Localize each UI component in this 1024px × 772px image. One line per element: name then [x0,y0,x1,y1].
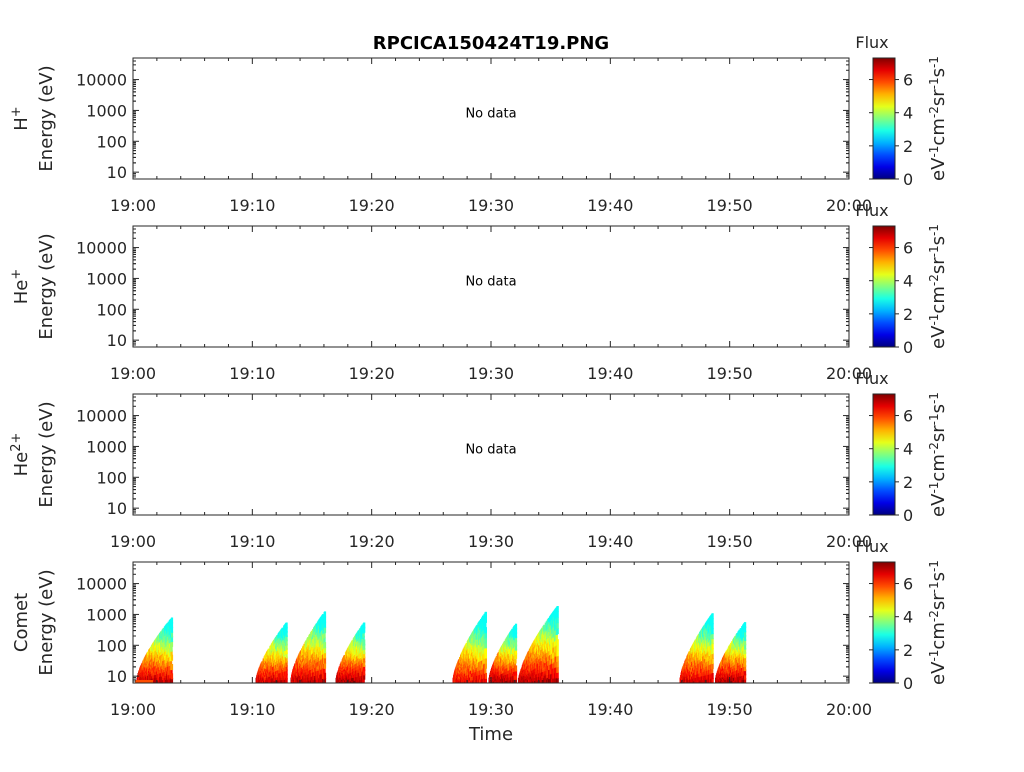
y-tick-label: 10 [107,163,127,182]
no-data-label: No data [465,107,516,122]
y-axis-energy-label: Energy (eV) [36,401,57,507]
y-tick-label: 10 [107,331,127,350]
flux-cell [485,673,487,679]
colorbar-2: Flux 0 2 4 6 eV-1cm-2sr-1s-1 [855,201,949,357]
x-tick-label: 19:20 [349,532,395,551]
colorbar-gradient [873,58,895,179]
flux-cell [171,664,173,670]
y-tick-label: 1000 [86,269,127,288]
panel-2: He+Energy (eV) No data 10 100 1000 10000 19:00… [9,226,873,383]
x-axis-label: Time [468,724,513,745]
x-tick-label: 19:10 [229,532,275,551]
colorbar-tick-label: 0 [903,506,913,525]
x-tick-label: 19:00 [110,364,156,383]
flux-cell [324,642,326,648]
y-tick-label: 1000 [86,101,127,120]
x-tick-label: 19:40 [587,532,633,551]
colorbar-3: Flux 0 2 4 6 eV-1cm-2sr-1s-1 [855,369,949,525]
flux-cell [324,617,326,623]
colorbar-tick-label: 6 [903,239,913,258]
x-tick-label: 19:40 [587,364,633,383]
x-tick-label: 19:30 [468,196,514,215]
flux-cell [363,640,365,646]
colorbar-tick-label: 2 [903,305,913,324]
flux-cell [485,637,487,643]
y-axis-species-label: Comet [11,593,32,652]
y-axis-energy-label: Energy (eV) [36,233,57,339]
flux-cell [324,611,326,617]
x-tick-label: 19:50 [707,364,753,383]
y-axis-species-label: He+ [9,269,33,305]
colorbar-unit-label: eV-1cm-2sr-1s-1 [927,56,949,181]
panel-3: He2+Energy (eV) No data 10 100 1000 10000 19:0… [9,394,873,551]
x-tick-label: 19:50 [707,196,753,215]
colorbar-title: Flux [855,33,888,52]
flux-cell [324,647,326,653]
flux-cell [324,622,326,628]
flux-cell [485,612,487,618]
y-tick-label: 10000 [76,239,127,258]
x-tick-label: 19:20 [349,196,395,215]
flux-cell [485,617,487,623]
colorbar-gradient [873,226,895,347]
panel-1: H+Energy (eV) No data 10 100 1000 10000 19:00 1… [9,58,873,215]
colorbar-tick-label: 4 [903,272,913,291]
colorbar-tick-label: 4 [903,440,913,459]
y-axis-species-label: He2+ [9,433,33,477]
x-tick-label: 19:10 [229,364,275,383]
colorbar-title: Flux [855,201,888,220]
y-tick-label: 10000 [76,71,127,90]
flux-cell [324,652,326,658]
flux-cell [171,673,173,679]
x-tick-label: 19:20 [349,364,395,383]
flux-cell [324,673,326,679]
x-tick-label: 19:00 [110,532,156,551]
colorbar-tick-label: 6 [903,71,913,90]
x-tick-label: 19:00 [110,196,156,215]
y-tick-label: 1000 [86,437,127,456]
no-data-label: No data [465,443,516,458]
x-tick-label: 19:50 [707,532,753,551]
colorbar-tick-label: 0 [903,338,913,357]
flux-cell [363,623,365,629]
y-axis-energy-label: Energy (eV) [36,569,57,675]
y-tick-label: 100 [96,468,127,487]
x-tick-label: 19:40 [587,196,633,215]
colorbar-gradient [873,394,895,515]
y-tick-label: 10000 [76,407,127,426]
x-tick-label: 19:10 [229,196,275,215]
y-tick-label: 10 [107,499,127,518]
flux-cell [171,655,173,661]
figure-title: RPCICA150424T19.PNG [373,33,609,54]
colorbar-tick-label: 2 [903,137,913,156]
y-axis-energy-label: Energy (eV) [36,65,57,171]
colorbar-title: Flux [855,369,888,388]
colorbar-tick-label: 4 [903,104,913,123]
flux-cell [485,663,487,669]
y-tick-label: 100 [96,300,127,319]
x-tick-label: 19:30 [468,532,514,551]
flux-cell [485,627,487,633]
y-axis-species-label: H+ [9,106,33,130]
colorbar-tick-label: 6 [903,407,913,426]
x-tick-label: 19:30 [468,364,514,383]
colorbar-unit-label: eV-1cm-2sr-1s-1 [927,224,949,349]
flux-cell [286,623,288,629]
colorbar-tick-label: 0 [903,170,913,189]
flux-cell [485,647,487,653]
colorbar-tick-label: 2 [903,473,913,492]
no-data-label: No data [465,275,516,290]
y-tick-label: 100 [96,132,127,151]
flux-cell [324,632,326,638]
colorbar-unit-label: eV-1cm-2sr-1s-1 [927,392,949,517]
flux-cell [171,618,173,624]
colorbar-1: Flux 0 2 4 6 eV-1cm-2sr-1s-1 [855,33,949,189]
